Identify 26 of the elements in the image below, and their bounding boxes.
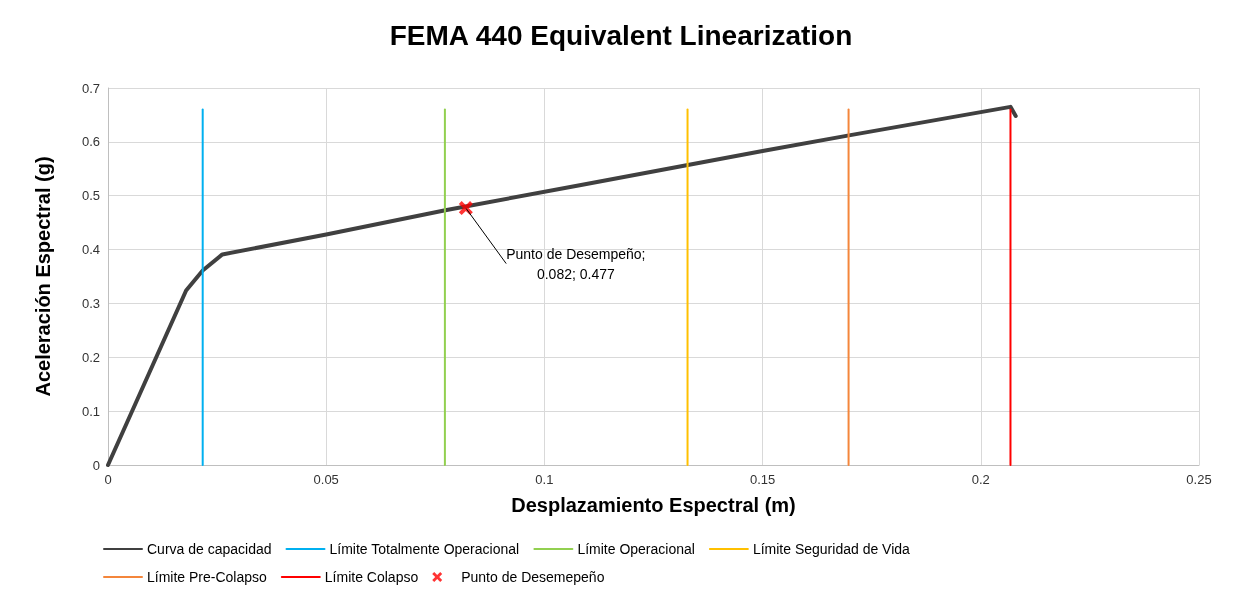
y-tick-label: 0.6 xyxy=(81,134,100,150)
y-tick-label: 0.2 xyxy=(81,349,100,365)
legend-label: Punto de Desemepeño xyxy=(461,569,605,585)
x-tick-label: 0.25 xyxy=(1186,472,1212,487)
legend-label: Límite Colapso xyxy=(324,569,419,585)
y-tick-label: 0.4 xyxy=(81,242,100,258)
y-tick-label: 0.7 xyxy=(81,80,100,96)
x-axis-title: Desplazamiento Espectral (m) xyxy=(511,494,796,516)
y-tick-label: 0 xyxy=(92,457,100,473)
legend-label: Límite Operacional xyxy=(577,541,695,557)
x-tick-label: 0 xyxy=(104,472,112,487)
y-tick-label: 0.3 xyxy=(81,295,100,311)
legend-label: Límite Pre-Colapso xyxy=(147,569,268,585)
line-series xyxy=(106,104,1018,467)
legend-label: Límite Seguridad de Vida xyxy=(752,541,911,557)
x-tick-label: 0.1 xyxy=(535,472,554,487)
legend-label: Límite Totalmente Operacional xyxy=(329,541,520,557)
y-axis-title: Aceleración Espectral (g) xyxy=(32,156,54,397)
x-tick-label: 0.15 xyxy=(749,472,776,487)
x-tick-label: 0.2 xyxy=(971,472,990,487)
y-tick-label: 0.1 xyxy=(81,403,100,419)
chart-title: FEMA 440 Equivalent Linearization xyxy=(389,19,853,51)
y-tick-label: 0.5 xyxy=(81,188,100,204)
annotation: Punto de Desempeño; 0.082; 0.477 xyxy=(506,245,646,282)
x-tick-label: 0.05 xyxy=(313,472,339,487)
legend-label: Curva de capacidad xyxy=(147,541,272,557)
